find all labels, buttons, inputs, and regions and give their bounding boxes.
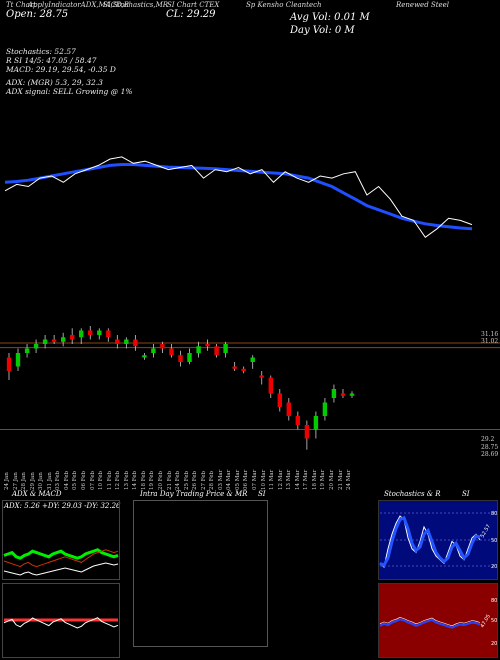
candle-body — [241, 368, 246, 372]
candle-body — [33, 344, 39, 349]
ma-line — [4, 163, 473, 231]
candle-body — [196, 346, 201, 354]
candle-body — [6, 357, 12, 371]
close-label: CL: 29.29 — [166, 9, 216, 20]
candle-body — [331, 389, 337, 398]
adx-line — [3, 562, 119, 576]
candle-body — [142, 355, 147, 358]
avg-vol-label: Avg Vol: 0.01 M — [290, 12, 370, 23]
candle-body — [259, 375, 264, 378]
stoch-k-line — [379, 515, 481, 568]
adx-signal-info: ADX signal: SELL Growing @ 1% — [6, 87, 133, 96]
candle-body — [286, 402, 291, 416]
macd-info: MACD: 29.19, 29.54, -0.35 D — [6, 65, 116, 74]
candle-body — [340, 393, 346, 396]
adx-panel-values: ADX: 5.26 +DY: 29.03 -DY: 32.26 — [4, 502, 121, 510]
candle-body — [151, 348, 156, 353]
candle-body — [124, 339, 129, 344]
candle-body — [223, 344, 228, 353]
candle-body — [115, 339, 120, 344]
intraday-panel-title: Intra Day Trading Price & MR — [140, 490, 248, 498]
candle-body — [160, 344, 165, 349]
rsi-info: R SI 14/5: 47.05 / 58.47 — [6, 56, 97, 65]
rsi-smooth-line — [379, 616, 481, 627]
candle-body — [205, 344, 210, 347]
stoch-tick-label: 20 — [491, 564, 497, 570]
stoch-d-line — [379, 515, 481, 568]
price-label-mid: 29.2 — [481, 436, 495, 443]
candle-body — [79, 330, 84, 338]
stoch-panel-title-2: SI — [462, 490, 470, 498]
candle-body — [295, 416, 300, 425]
company-label-2: Renewed Steel — [396, 1, 450, 9]
candle-body — [313, 416, 319, 430]
chart-title-left: Tt Chart — [6, 1, 36, 9]
candle-body — [42, 339, 48, 344]
day-vol-label: Day Vol: 0 M — [290, 25, 355, 36]
candle-body — [15, 353, 21, 367]
price-label-top-a: 31.16 — [481, 331, 499, 338]
candle-body — [24, 348, 30, 353]
candle-body — [97, 330, 102, 335]
candle-body — [250, 357, 255, 362]
open-label: Open: 28.75 — [6, 9, 69, 20]
stoch-tick-label: 50 — [491, 538, 497, 544]
candle-body — [51, 339, 57, 342]
stoch-tick-label: 80 — [491, 511, 497, 517]
candle-body — [178, 355, 183, 362]
candle-body — [277, 393, 282, 407]
candle-body — [88, 330, 93, 335]
stoch-current-label: 52.57 — [480, 524, 492, 539]
price-label-top-b: 31.02 — [481, 338, 499, 345]
adx-info: ADX: (MGR) 5.3, 29, 32.3 — [6, 78, 103, 87]
stoch-info: Stochastics: 52.57 — [6, 47, 76, 56]
candle-body — [187, 353, 192, 362]
adx-plus-line — [3, 548, 119, 560]
candle-body — [322, 402, 328, 416]
candle-body — [106, 330, 111, 338]
symbol-label: SI Chart CTEX — [167, 1, 220, 9]
candle-body — [349, 393, 355, 396]
adx-panel — [2, 500, 120, 580]
candle-body — [304, 425, 310, 439]
rsi-tick-label: 20 — [491, 641, 497, 647]
rsi-line — [379, 618, 481, 629]
stoch-panel-title: Stochastics & R — [384, 490, 441, 498]
adx-panel-title: ADX & MACD — [12, 490, 62, 498]
price-label-low-a: 28.75 — [481, 444, 499, 451]
adx-minus-line — [3, 549, 119, 568]
candle-body — [133, 339, 138, 347]
candle-body — [61, 337, 66, 342]
rsi-tick-label: 50 — [491, 618, 497, 624]
macd-line — [3, 617, 119, 629]
candle-body — [214, 346, 219, 356]
candle-body — [70, 335, 75, 340]
candle-body — [268, 377, 273, 394]
price-line — [4, 156, 473, 239]
candle-body — [232, 366, 237, 369]
price-chart — [0, 156, 500, 450]
rsi-tick-label: 80 — [491, 598, 497, 604]
candle-body — [169, 348, 174, 356]
indicators-label: ApplyIndicatorADX,MACD,R — [28, 1, 129, 9]
macd-panel — [2, 583, 120, 658]
indicators-label-2: SI,Stochastics,MR — [103, 1, 169, 9]
company-label: Sp Kensho Cleantech — [246, 1, 322, 9]
intraday-panel — [133, 500, 268, 647]
price-label-low-b: 28.69 — [481, 451, 499, 458]
intraday-panel-title-2: SI — [258, 490, 266, 498]
